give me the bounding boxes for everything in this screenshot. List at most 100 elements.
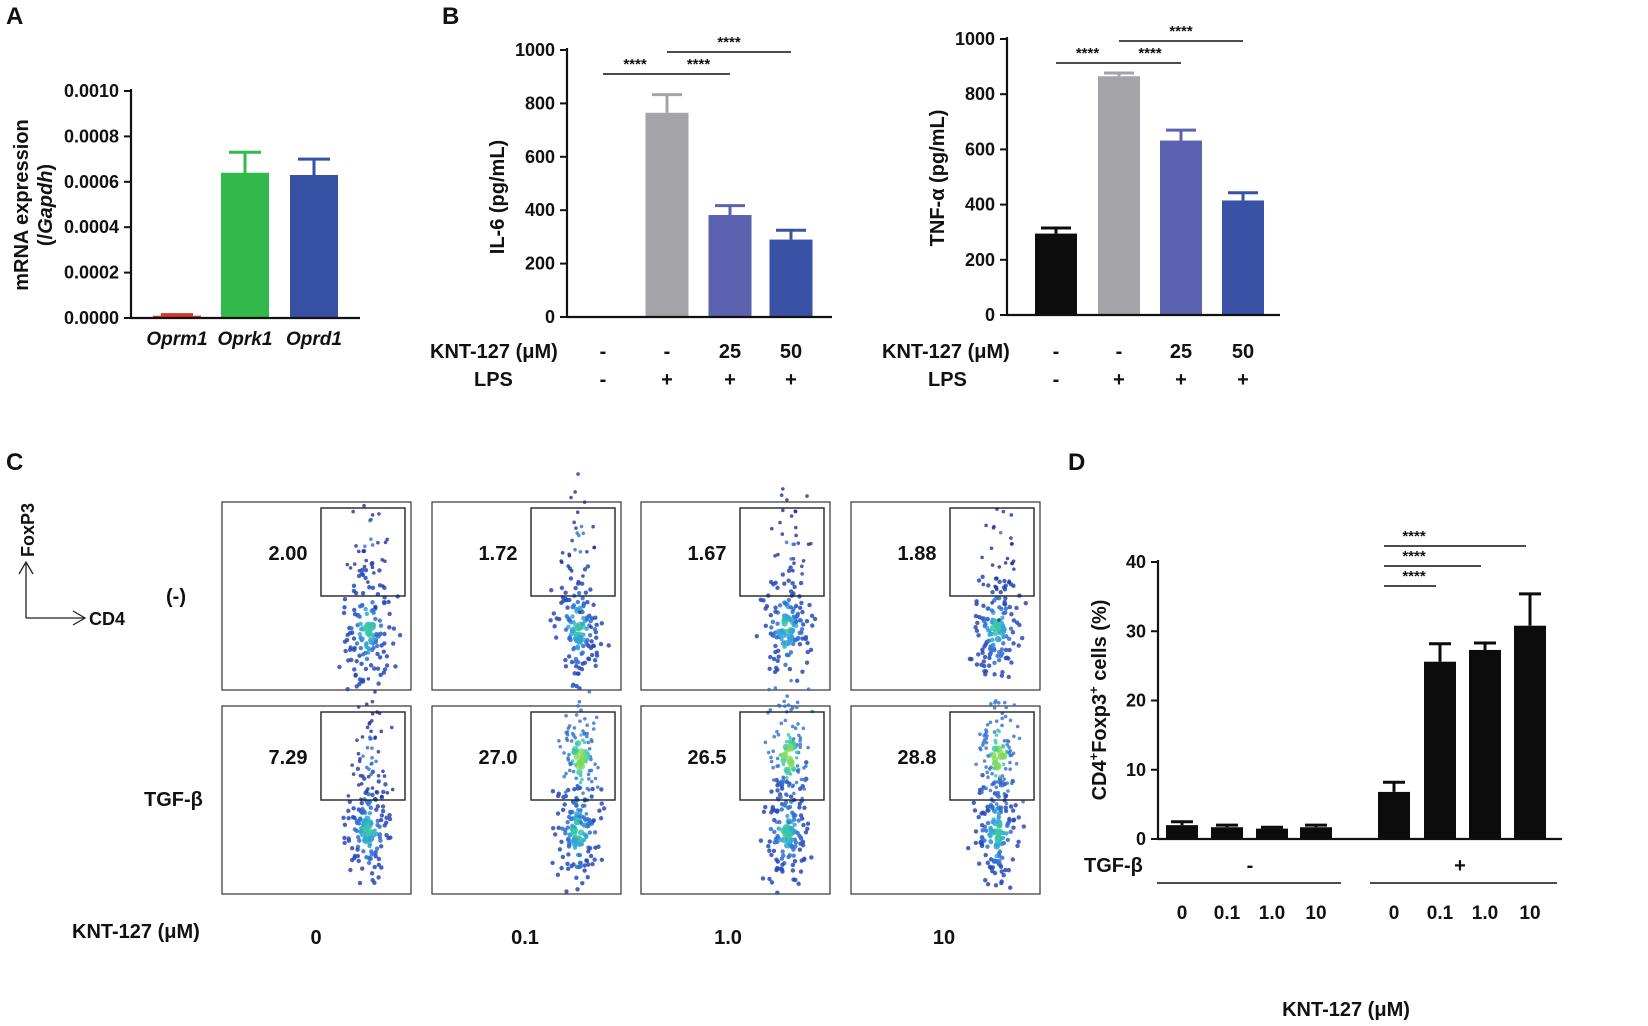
b2-bar-1 xyxy=(1098,76,1140,315)
c-plot-r1-c0-dot xyxy=(374,759,378,764)
c-plot-r0-c3-dot xyxy=(1011,583,1016,589)
c-plot-r1-c0-dot xyxy=(381,769,385,774)
c-plot-r1-c3-dot xyxy=(1002,739,1007,743)
c-plot-r1-c2-dot xyxy=(788,794,794,799)
c-plot-r1-c3-dot xyxy=(983,828,989,833)
c-plot-r0-c2-dot xyxy=(797,617,803,623)
c-plot-r0-c1-dot xyxy=(575,510,580,515)
c-plot-r1-c0-dot xyxy=(386,835,391,841)
a-bar-1 xyxy=(221,172,269,318)
b2-knt-value-2: 25 xyxy=(1170,341,1192,363)
c-plot-r1-c1-dot xyxy=(555,811,561,816)
panel-d-ylabel: CD4+Foxp3+ cells (%) xyxy=(1086,600,1111,801)
c-plot-r1-c2-dot xyxy=(805,826,810,832)
c-plot-r0-c1-dot xyxy=(573,547,577,552)
c-plot-r1-c2-dot xyxy=(791,847,796,852)
c-plot-r1-c0-dot xyxy=(380,808,386,814)
c-plot-r0-c1-dot xyxy=(594,622,599,628)
c-plot-r0-c0-dot xyxy=(360,590,366,596)
c-plot-r1-c0-dot xyxy=(368,805,374,810)
c-plot-r1-c1-dot xyxy=(574,740,582,747)
c-plot-r1-c1-dot xyxy=(563,831,568,836)
c-plot-r1-c1-dot xyxy=(585,874,590,880)
c-plot-r1-c3-dot xyxy=(990,805,995,811)
c-plot-r1-c1-dot xyxy=(565,819,570,825)
c-plot-r1-c1-dot xyxy=(565,861,570,866)
c-plot-r0-c0-dot xyxy=(368,663,374,668)
c-plot-r0-c2-dot xyxy=(810,623,815,628)
c-plot-r0-c3-dot xyxy=(1006,580,1011,585)
c-plot-r0-c2-dot xyxy=(800,564,804,569)
c-plot-r1-c1-dot xyxy=(559,865,564,871)
c-plot-r1-c1-dot xyxy=(572,733,576,738)
a-ytick-label-4: 0.0008 xyxy=(64,126,119,146)
c-plot-r1-c1-dot xyxy=(566,726,571,731)
c-plot-r0-c1-dot xyxy=(591,643,597,649)
c-plot-r1-c0-dot xyxy=(384,815,389,820)
c-plot-r1-c2-dot xyxy=(774,867,779,873)
c-plot-r0-c3-dot xyxy=(982,669,987,674)
c-plot-r1-c1-dot xyxy=(587,777,591,781)
c-plot-r1-c1-dot xyxy=(579,733,583,737)
c-plot-r1-c3-dot xyxy=(992,759,999,767)
c-plot-r1-c1-dot xyxy=(568,762,573,767)
c-plot-r1-c2-dot xyxy=(796,881,801,886)
c-plot-r1-c3-dot xyxy=(986,775,990,780)
c-plot-r0-c1-dot xyxy=(566,564,570,568)
b1-ytick-label-1: 200 xyxy=(525,254,555,274)
c-plot-r0-c2-dot xyxy=(792,584,797,590)
c-plot-r1-c3-dot xyxy=(994,785,999,790)
c-plot-r0-c1-dot xyxy=(579,651,584,656)
c-plot-r1-c3-dot xyxy=(1002,792,1007,796)
c-plot-r0-c0-dot xyxy=(352,607,357,613)
c-plot-r1-c0-dot xyxy=(361,754,365,758)
c-plot-r1-c1-dot xyxy=(585,723,589,728)
d-tgf-value-1: + xyxy=(1454,855,1466,877)
c-plot-r1-c2-dot xyxy=(779,807,784,812)
c-plot-r0-c1-gate-value: 1.72 xyxy=(479,543,518,565)
c-plot-r1-c3-dot xyxy=(994,741,998,745)
c-plot-r1-c3-gate-value: 28.8 xyxy=(898,747,937,769)
c-plot-r0-c1-dot xyxy=(576,624,583,631)
c-plot-r0-c2-dot xyxy=(777,603,783,608)
c-plot-r1-c2-dot xyxy=(798,869,804,874)
c-plot-r0-c2-dot xyxy=(775,621,780,626)
c-plot-r1-c2-dot xyxy=(795,830,800,836)
c-plot-r0-c2-dot xyxy=(807,602,812,608)
c-plot-r0-c1-dot xyxy=(586,656,592,662)
a-category-label-2: Oprd1 xyxy=(286,329,342,350)
c-plot-r0-c1-dot xyxy=(587,613,592,618)
c-plot-r1-c2-dot xyxy=(791,817,797,822)
c-plot-r0-c0-dot xyxy=(379,643,384,648)
c-plot-r0-c2-dot xyxy=(793,525,798,530)
c-plot-r1-c2-dot xyxy=(763,804,768,810)
c-plot-r0-c3-dot xyxy=(973,625,978,630)
c-plot-r0-c0-dot xyxy=(354,684,359,689)
c-plot-r0-c3-dot xyxy=(1010,630,1016,635)
c-plot-r1-c0-dot xyxy=(357,838,362,843)
c-plot-r1-c3-dot xyxy=(988,788,993,793)
b1-bar-3 xyxy=(769,239,813,317)
c-plot-r1-c3-dot xyxy=(972,808,978,813)
c-plot-r1-c0-dot xyxy=(370,756,374,760)
b1-sig-label-2: **** xyxy=(717,34,741,51)
c-plot-r0-c3-dot xyxy=(1010,561,1014,566)
c-plot-r0-c0-dot xyxy=(351,647,357,652)
c-plot-r1-c2-dot xyxy=(793,726,798,730)
c-plot-r0-c0-dot xyxy=(356,549,361,554)
c-plot-r0-c1-dot xyxy=(581,531,586,536)
c-plot-r0-c3-dot xyxy=(980,647,985,652)
c-plot-r1-c3-dot xyxy=(1000,783,1005,788)
c-plot-r1-c3-dot xyxy=(1001,872,1006,878)
c-plot-r0-c3-dot xyxy=(983,642,988,647)
c-plot-r0-c3-dot xyxy=(999,647,1005,652)
d-sig-label-2: **** xyxy=(1402,528,1426,545)
c-plot-r0-c2-dot xyxy=(799,600,804,606)
c-plot-r1-c3-dot xyxy=(998,805,1004,810)
c-plot-r1-c2-dot xyxy=(791,853,796,858)
c-plot-r1-c1-dot xyxy=(586,740,591,745)
c-plot-r1-c2-dot xyxy=(781,762,786,767)
c-plot-r1-c2-dot xyxy=(792,741,796,745)
c-plot-r1-c3-dot xyxy=(985,808,990,813)
b2-ytick-label-0: 0 xyxy=(985,305,995,325)
